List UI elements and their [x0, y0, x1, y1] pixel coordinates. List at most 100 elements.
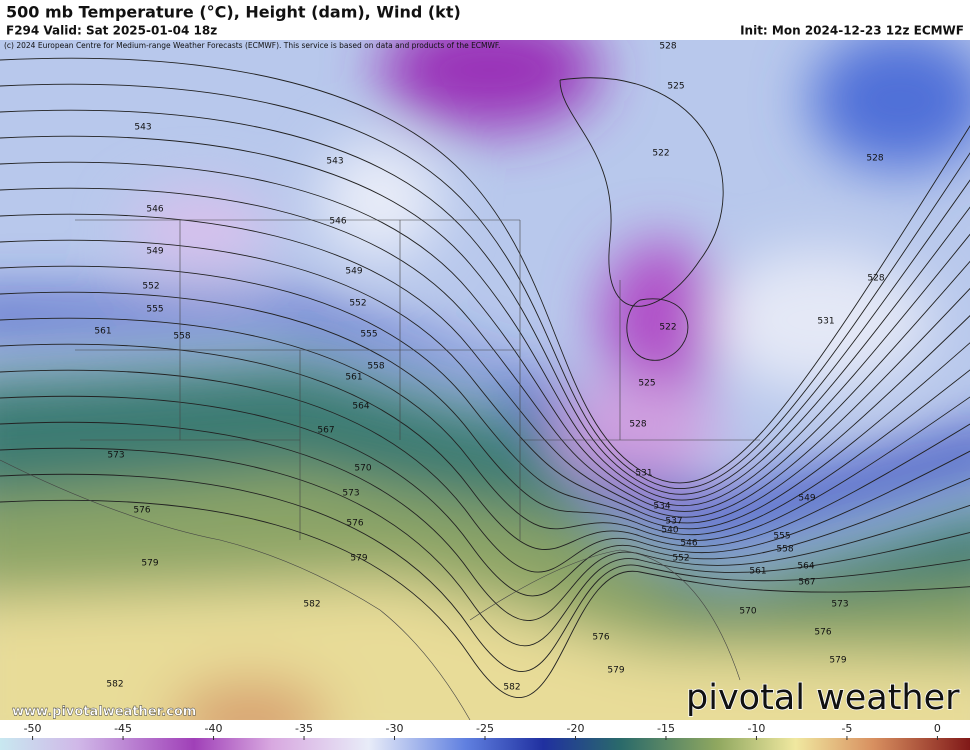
contour-label: 579 — [141, 559, 158, 569]
contour-label: 555 — [146, 305, 163, 315]
height-contours — [0, 57, 970, 699]
colorbar-tick-label: -45 — [114, 722, 132, 735]
contour-line — [0, 421, 970, 622]
contour-line — [0, 499, 970, 699]
contour-label: 525 — [638, 379, 655, 389]
contour-label: 567 — [798, 578, 815, 588]
contour-label: 576 — [346, 519, 363, 529]
contour-line — [559, 77, 724, 307]
valid-time: F294 Valid: Sat 2025-01-04 18z — [6, 24, 217, 38]
contour-label: 528 — [659, 42, 676, 52]
contour-label: 549 — [146, 247, 163, 257]
contour-label: 522 — [659, 323, 676, 333]
contour-line — [0, 239, 970, 524]
contour-line — [0, 83, 970, 490]
contour-label: 546 — [680, 539, 697, 549]
contour-label: 549 — [798, 494, 815, 504]
contour-label: 528 — [866, 154, 883, 164]
colorbar-tick-label: -35 — [295, 722, 313, 735]
contour-label: 546 — [329, 217, 346, 227]
contour-line — [0, 369, 970, 573]
contour-label: 555 — [360, 330, 377, 340]
logo: pivotal weather — [686, 678, 960, 718]
contour-label: 558 — [776, 545, 793, 555]
init-time: Init: Mon 2024-12-23 12z ECMWF — [740, 24, 964, 38]
contour-line — [0, 109, 970, 495]
contour-label: 537 — [665, 517, 682, 527]
contour-label: 564 — [797, 562, 814, 572]
contour-label: 579 — [350, 554, 367, 564]
colorbar-tick-label: -20 — [567, 722, 585, 735]
colorbar-tick-label: 0 — [934, 722, 941, 735]
contour-label: 576 — [133, 506, 150, 516]
contour-label: 528 — [629, 420, 646, 430]
contour-label: 582 — [303, 600, 320, 610]
contour-line — [626, 298, 689, 361]
contour-line — [0, 57, 970, 484]
contour-label: 567 — [317, 426, 334, 436]
contour-label: 579 — [607, 666, 624, 676]
contour-label: 552 — [672, 554, 689, 564]
colorbar-tick-label: -50 — [24, 722, 42, 735]
header-bg — [0, 0, 970, 40]
contour-label: 531 — [817, 317, 834, 327]
contour-label: 522 — [652, 149, 669, 159]
contour-line — [0, 265, 970, 530]
contour-line — [0, 161, 970, 507]
contour-label: 573 — [107, 451, 124, 461]
contour-label: 543 — [326, 157, 343, 167]
contour-label: 525 — [667, 82, 684, 92]
contour-label: 552 — [349, 299, 366, 309]
contour-labels: 528 525 522 528 543 543 546 546 549 549 552 552 555 5… — [94, 42, 884, 693]
contour-label: 558 — [367, 362, 384, 372]
contour-line — [0, 447, 970, 647]
contour-label: 543 — [134, 123, 151, 133]
contour-label: 534 — [653, 502, 670, 512]
title: 500 mb Temperature (°C), Height (dam), W… — [6, 3, 461, 22]
contour-label: 579 — [829, 656, 846, 666]
temperature-field — [0, 40, 970, 720]
contour-line — [0, 343, 970, 550]
contour-label: 549 — [345, 267, 362, 277]
contour-label: 576 — [814, 628, 831, 638]
contour-label: 561 — [345, 373, 362, 383]
colorbar — [0, 738, 970, 750]
website: www.pivotalweather.com — [12, 705, 196, 720]
contour-line — [0, 135, 970, 501]
contour-label: 564 — [352, 402, 369, 412]
contour-label: 573 — [342, 489, 359, 499]
contour-line — [0, 395, 970, 597]
contour-line — [0, 473, 970, 672]
colorbar-tick-label: -5 — [841, 722, 852, 735]
contour-label: 558 — [173, 332, 190, 342]
contour-label: 528 — [867, 274, 884, 284]
map: 528 525 522 528 543 543 546 546 549 549 552 552 555 5… — [0, 40, 970, 720]
copyright: (c) 2024 European Centre for Medium-rang… — [4, 41, 500, 50]
colorbar-tick-label: -25 — [476, 722, 494, 735]
colorbar-tick-label: -40 — [205, 722, 223, 735]
contour-label: 561 — [94, 327, 111, 337]
contour-label: 573 — [831, 600, 848, 610]
colorbar-tick-label: -30 — [386, 722, 404, 735]
colorbar-tick-label: -10 — [747, 722, 765, 735]
contour-label: 582 — [106, 680, 123, 690]
contour-line — [0, 291, 970, 536]
contour-label: 570 — [739, 607, 756, 617]
contour-label: 552 — [142, 282, 159, 292]
colorbar-tick-label: -15 — [657, 722, 675, 735]
contour-label: 555 — [773, 532, 790, 542]
contour-line — [0, 317, 970, 541]
contour-line — [0, 213, 970, 518]
borders — [0, 219, 760, 720]
contour-label: 570 — [354, 464, 371, 474]
contour-label: 576 — [592, 633, 609, 643]
contour-label: 582 — [503, 683, 520, 693]
contour-label: 546 — [146, 205, 163, 215]
contour-label: 531 — [635, 469, 652, 479]
contour-line — [0, 187, 970, 512]
colorbar-ticks: -50 -45 -40 -35 -30 -25 -20 -15 -10 -5 0 — [24, 722, 941, 740]
contour-label: 561 — [749, 567, 766, 577]
contour-label: 540 — [661, 526, 678, 536]
